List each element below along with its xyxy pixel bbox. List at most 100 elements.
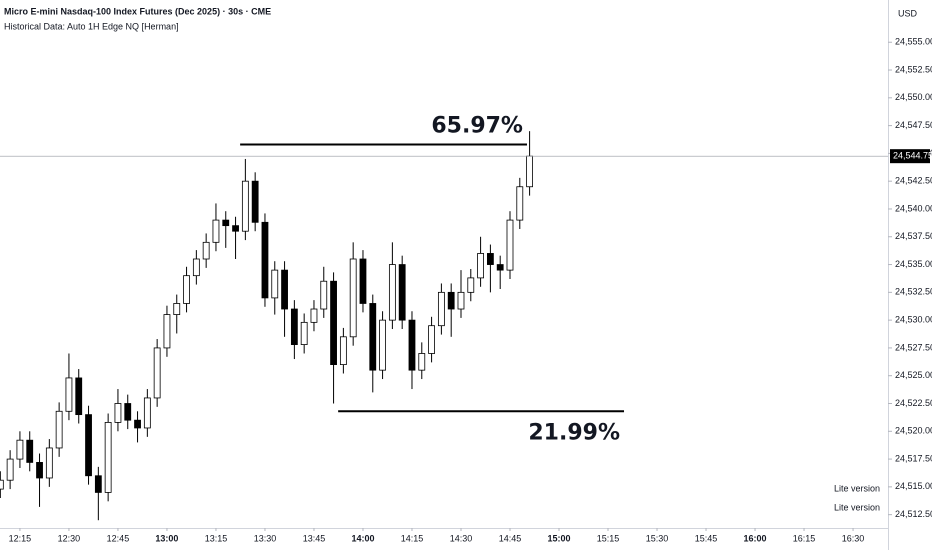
y-tick-label: 24,535.00	[895, 259, 932, 269]
candle-body	[359, 258, 367, 304]
candle-body	[75, 377, 83, 416]
candle-body	[467, 277, 475, 293]
candle-body	[486, 253, 494, 265]
candle-body	[85, 414, 92, 477]
candle-body	[55, 410, 63, 449]
candle-body	[388, 264, 396, 321]
y-tick-label: 24,550.00	[895, 92, 932, 102]
candle-body	[261, 221, 269, 299]
candle-body	[437, 291, 445, 327]
x-tick-label: 13:15	[205, 533, 228, 543]
x-tick-label: 12:30	[58, 533, 81, 543]
candle-body	[134, 419, 141, 429]
candle-body	[16, 439, 24, 460]
candle-body	[65, 377, 73, 412]
lite-note: Lite version	[834, 483, 880, 493]
candle-body	[241, 180, 249, 232]
y-tick-label: 24,547.50	[895, 120, 932, 130]
candle-body	[94, 475, 102, 493]
candle-body	[310, 308, 318, 323]
candle-body	[339, 336, 347, 365]
last-price-label: 24,544.75	[893, 151, 932, 161]
candle-body	[281, 269, 288, 310]
x-tick-label: 13:00	[155, 533, 178, 543]
candle-body	[418, 353, 426, 371]
candle-body	[496, 264, 504, 271]
candle-body	[251, 180, 259, 223]
candle-body	[143, 397, 151, 429]
candle-body	[45, 447, 53, 479]
candle-body	[222, 219, 230, 227]
candle-body	[447, 291, 455, 310]
level-label: 65.97%	[431, 114, 523, 139]
candle-body	[398, 264, 406, 321]
candle-body	[300, 321, 308, 345]
y-tick-label: 24,530.00	[895, 315, 932, 325]
candle-body	[477, 253, 484, 279]
y-tick-label: 24,527.50	[895, 342, 932, 352]
candle-body	[369, 303, 377, 371]
candle-body	[0, 479, 4, 490]
candle-body	[104, 421, 112, 493]
y-tick-label: 24,512.50	[895, 509, 932, 519]
candle-body	[6, 458, 14, 481]
x-tick-label: 15:00	[547, 533, 570, 543]
candle-body	[163, 314, 171, 349]
lite-note: Lite version	[834, 502, 880, 512]
candle-body	[506, 219, 514, 271]
candle-body	[290, 308, 298, 345]
candle-body	[379, 319, 386, 371]
chart-subtitle: Historical Data: Auto 1H Edge NQ [Herman…	[4, 21, 179, 31]
y-tick-label: 24,552.50	[895, 64, 932, 74]
candle-body	[153, 347, 161, 399]
candle-body	[183, 275, 190, 304]
candle-body	[202, 241, 210, 260]
x-tick-label: 15:45	[695, 533, 718, 543]
candle-body	[173, 303, 181, 315]
x-tick-label: 13:30	[254, 533, 277, 543]
last-price-box	[890, 149, 930, 164]
y-tick-label: 24,537.50	[895, 231, 932, 241]
y-tick-label: 24,540.00	[895, 203, 932, 213]
x-tick-label: 13:45	[303, 533, 326, 543]
x-tick-label: 12:15	[9, 533, 32, 543]
y-tick-label: 24,522.50	[895, 398, 932, 408]
candle-body	[330, 280, 337, 365]
candle-body	[320, 280, 328, 310]
y-tick-label: 24,517.50	[895, 453, 932, 463]
currency-label: USD	[898, 8, 918, 18]
level-label: 21.99%	[528, 420, 620, 445]
y-tick-label: 24,532.50	[895, 287, 932, 297]
x-tick-label: 14:30	[450, 533, 473, 543]
x-tick-label: 14:00	[351, 533, 374, 543]
candle-body	[428, 325, 435, 354]
chart-title: Micro E-mini Nasdaq-100 Index Futures (D…	[4, 6, 271, 16]
x-tick-label: 15:30	[646, 533, 669, 543]
candle-body	[232, 225, 239, 232]
y-tick-label: 24,520.00	[895, 426, 932, 436]
candle-body	[271, 269, 279, 299]
x-tick-label: 16:30	[842, 533, 865, 543]
y-tick-label: 24,525.00	[895, 370, 932, 380]
x-tick-label: 16:15	[793, 533, 816, 543]
candle-body	[114, 403, 122, 423]
x-tick-label: 14:45	[499, 533, 522, 543]
candle-body	[26, 439, 34, 463]
candle-body	[349, 258, 357, 338]
candle-body	[124, 403, 132, 421]
candle-body	[526, 155, 533, 188]
x-tick-label: 12:45	[107, 533, 130, 543]
x-tick-label: 15:15	[597, 533, 620, 543]
y-tick-label: 24,542.50	[895, 176, 932, 186]
candle-body	[212, 219, 220, 243]
candle-body	[192, 258, 200, 277]
candle-body	[408, 319, 416, 371]
x-tick-label: 16:00	[744, 533, 767, 543]
candle-body	[516, 186, 524, 221]
candle-body	[457, 291, 465, 310]
candle-body	[36, 462, 43, 479]
y-tick-label: 24,515.00	[895, 481, 932, 491]
y-tick-label: 24,555.00	[895, 37, 932, 47]
